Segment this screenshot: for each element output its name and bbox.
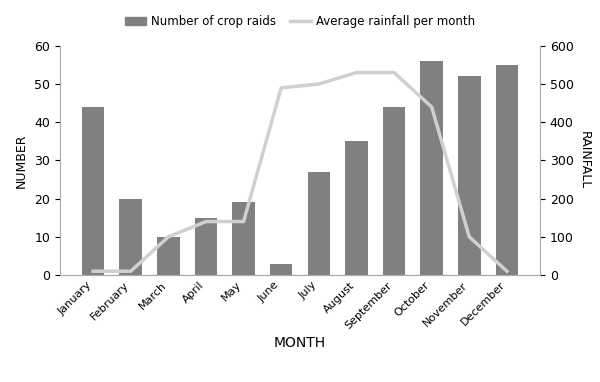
Bar (496, 65, 518, 275)
Bar (232, 202, 255, 275)
Bar (157, 237, 179, 275)
Bar (270, 264, 292, 275)
Bar (194, 218, 217, 275)
Bar (82, 107, 104, 275)
Y-axis label: RAINFALL: RAINFALL (577, 131, 590, 189)
Bar (458, 76, 481, 275)
Bar (421, 61, 443, 275)
Legend: Number of crop raids, Average rainfall per month: Number of crop raids, Average rainfall p… (120, 10, 480, 33)
X-axis label: MONTH: MONTH (274, 336, 326, 350)
Bar (308, 172, 330, 275)
Y-axis label: NUMBER: NUMBER (14, 133, 28, 188)
Bar (119, 199, 142, 275)
Bar (345, 141, 368, 275)
Bar (383, 107, 406, 275)
